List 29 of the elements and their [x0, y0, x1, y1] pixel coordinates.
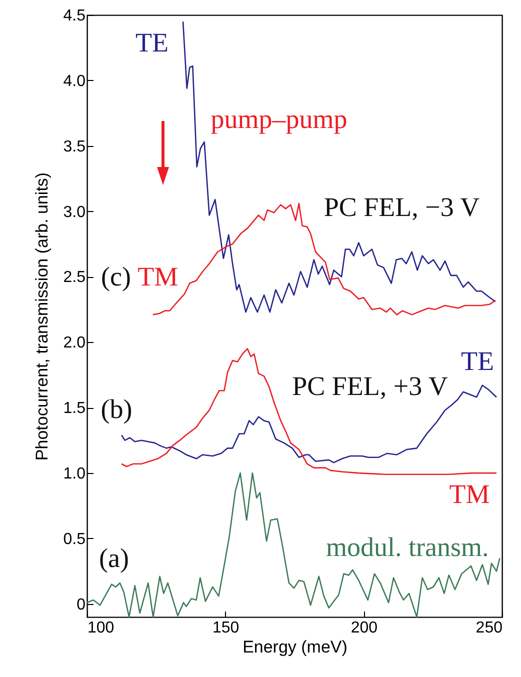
y-tick-label: 4.5: [63, 8, 86, 24]
series-label: modul. transm.: [326, 532, 489, 562]
line-series: [182, 20, 496, 313]
y-tick-label: 2.5: [63, 269, 86, 286]
series-label: TE: [460, 346, 494, 376]
annotation: (a): [99, 543, 129, 573]
x-tick-label: 200: [350, 620, 378, 636]
line-series: [86, 472, 500, 618]
y-tick-label: 0: [76, 596, 86, 614]
y-tick-label: 1.0: [63, 466, 86, 483]
annotation: PC FEL, −3 V: [324, 192, 480, 222]
y-tick-label: 3.0: [63, 204, 86, 221]
series-label: TE: [136, 28, 169, 58]
annotation: pump–pump: [210, 104, 348, 134]
annotation: (c): [101, 262, 131, 292]
y-tick-label: 3.5: [63, 138, 86, 156]
y-tick-label: 4.0: [63, 72, 86, 90]
x-axis-title: Energy (meV): [242, 638, 348, 656]
series-label: TM: [138, 262, 178, 292]
x-tick-label: 150: [212, 620, 240, 636]
annotation: PC FEL, +3 V: [292, 371, 448, 401]
y-tick-label: 0.5: [63, 530, 86, 548]
annotation: (b): [100, 394, 132, 424]
y-tick-label: 2.0: [63, 334, 86, 352]
y-tick-label: 1.5: [63, 400, 86, 418]
x-tick-label: 100: [88, 620, 114, 636]
series-label: TM: [449, 479, 490, 510]
y-axis-title: Photocurrent, transmission (arb. units): [32, 172, 52, 461]
x-tick-label: 250: [476, 620, 503, 636]
